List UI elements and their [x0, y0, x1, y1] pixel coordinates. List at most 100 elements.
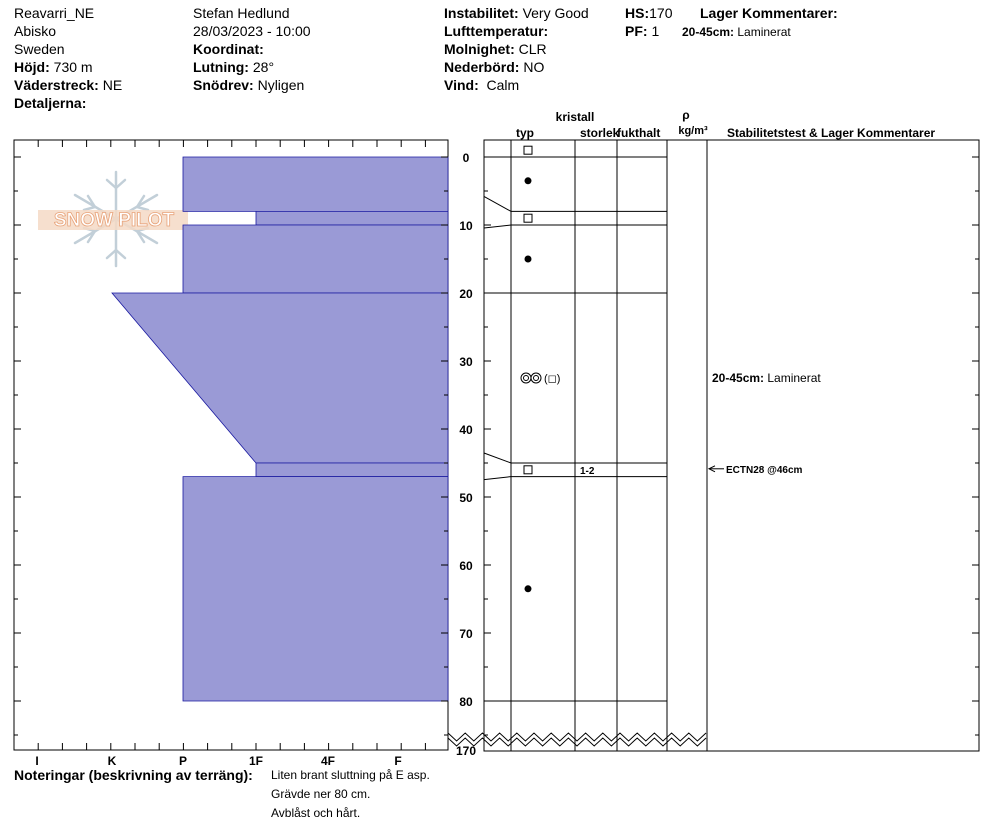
- grain-square-marker: [523, 145, 533, 155]
- wind-loading: Snödrev: Nyligen: [193, 76, 304, 94]
- slope-value: 28°: [252, 59, 275, 75]
- note-line: Grävde ner 80 cm.: [271, 787, 371, 801]
- foot-penetration: PF: 1: [625, 22, 659, 40]
- country-name: Sweden: [14, 41, 65, 57]
- hardness-layer: [111, 292, 449, 464]
- stability-header: Stabilitetstest & Lager Kommentarer: [727, 126, 935, 140]
- sky-label: Molnighet:: [444, 41, 515, 57]
- snow-height: HS:170: [625, 4, 672, 22]
- instability: Instabilitet: Very Good: [444, 4, 589, 22]
- header-layer-comment-range: 20-45cm:: [682, 25, 735, 39]
- airtemp-label: Lufttemperatur:: [444, 23, 549, 39]
- layer-comment: 20-45cm: Laminerat: [712, 371, 821, 385]
- sky-value: CLR: [518, 41, 547, 57]
- logo-text: SNOW PILOT: [54, 210, 175, 231]
- grain-size-label: 1-2: [580, 466, 595, 477]
- depth-break-zigzag: [447, 732, 707, 747]
- coordinates: Koordinat:: [193, 40, 264, 58]
- drift-label: Snödrev:: [193, 77, 254, 93]
- wind-value: Calm: [486, 77, 520, 93]
- grain-dot-marker: [524, 177, 532, 185]
- layer-comment-range: 20-45cm:: [712, 371, 767, 385]
- grain-dot-marker: [524, 585, 532, 593]
- density-unit-header: kg/m³: [678, 125, 708, 137]
- instability-value: Very Good: [522, 5, 589, 21]
- depth-tick-label: 60: [459, 559, 473, 573]
- depth-tick-label: 70: [459, 627, 473, 641]
- depth-tick-label: 20: [459, 287, 473, 301]
- sky-cover: Molnighet: CLR: [444, 40, 547, 58]
- note-line: Liten brant sluttning på E asp.: [271, 768, 430, 782]
- grain-dot-marker: [524, 255, 532, 263]
- site-name: Reavarri_NE: [14, 5, 95, 21]
- hardness-layer: [255, 210, 449, 226]
- grain-rounded-marker: [520, 372, 532, 384]
- table-frame: [483, 139, 980, 752]
- snowpilot-logo: SNOW PILOT: [38, 170, 188, 268]
- wind-label: Vind:: [444, 77, 479, 93]
- elevation-label: Höjd:: [14, 59, 50, 75]
- layer-boundary: [483, 195, 667, 212]
- layer-boundary: [483, 224, 667, 229]
- coord-label: Koordinat:: [193, 41, 264, 57]
- details-label: Detaljerna:: [14, 95, 87, 111]
- drift-value: Nyligen: [257, 77, 305, 93]
- layer-boundary: [483, 452, 667, 464]
- note-line: Avblåst och hårt.: [271, 806, 361, 820]
- observation-datetime: 28/03/2023 - 10:00: [193, 23, 311, 39]
- grain-rounded-marker: [530, 372, 542, 384]
- hardness-layer: [182, 156, 449, 212]
- slope: Lutning: 28°: [193, 58, 274, 76]
- grain-square-marker: [523, 465, 533, 475]
- profile-table: [483, 139, 980, 752]
- storlek-header: storlek: [580, 126, 620, 140]
- air-temperature: Lufttemperatur:: [444, 22, 548, 40]
- grain-secondary-label: (◻): [544, 373, 560, 385]
- precip-label: Nederbörd:: [444, 59, 520, 75]
- hardness-tick-label: 4F: [321, 754, 335, 768]
- typ-header: typ: [516, 126, 534, 140]
- kristall-header: kristall: [556, 110, 595, 124]
- aspect: Väderstreck: NE: [14, 76, 122, 94]
- hardness-layer: [182, 476, 449, 702]
- instability-label: Instabilitet:: [444, 5, 519, 21]
- details: Detaljerna:: [14, 94, 86, 112]
- depth-axis: 0 10 20 30 40 50 60 70 80: [14, 151, 979, 736]
- depth-tick-label: 10: [459, 219, 473, 233]
- hardness-tick-label: 1F: [249, 754, 263, 768]
- elevation-value: 730 m: [53, 59, 93, 75]
- aspect-value: NE: [102, 77, 123, 93]
- hardness-layer: [182, 224, 449, 294]
- elevation: Höjd: 730 m: [14, 58, 93, 76]
- hardness-layers: [111, 156, 449, 702]
- rho-header: ρ: [682, 108, 689, 122]
- layer-comments: 20-45cm: Laminerat: [712, 371, 821, 385]
- notes-label-text: Noteringar (beskrivning av terräng):: [14, 767, 253, 783]
- hardness-tick-label: K: [108, 754, 117, 768]
- hardness-labels: I K P 1F 4F F: [35, 754, 401, 768]
- hardness-tick-label: I: [35, 754, 38, 768]
- layer-boundary: [483, 476, 667, 481]
- stability-tests: ECTN28 @46cm: [707, 465, 803, 476]
- layer-comment-text: Laminerat: [767, 371, 821, 385]
- pf-label: PF:: [625, 23, 648, 39]
- grain-rounded-marker: [523, 375, 529, 381]
- observer-name: Stefan Hedlund: [193, 5, 290, 21]
- hs-label: HS:: [625, 5, 650, 21]
- depth-tick-label: 30: [459, 355, 473, 369]
- precipitation: Nederbörd: NO: [444, 58, 544, 76]
- header-layer-comment-text: Laminerat: [737, 25, 791, 39]
- header-layer-comment: 20-45cm: Laminerat: [682, 23, 791, 41]
- grain-markers: (◻): [520, 145, 560, 593]
- precip-value: NO: [523, 59, 545, 75]
- hs-value: 170: [649, 5, 673, 21]
- slope-label: Lutning:: [193, 59, 249, 75]
- grain-square-marker: [523, 213, 533, 223]
- hardness-layer: [255, 462, 449, 478]
- layer-comments-heading: Lager Kommentarer:: [700, 4, 838, 22]
- grain-size-labels: 1-2: [580, 466, 595, 477]
- depth-tick-label: 50: [459, 491, 473, 505]
- layer-boundaries: [483, 156, 667, 702]
- depth-tick-label: 0: [463, 151, 470, 165]
